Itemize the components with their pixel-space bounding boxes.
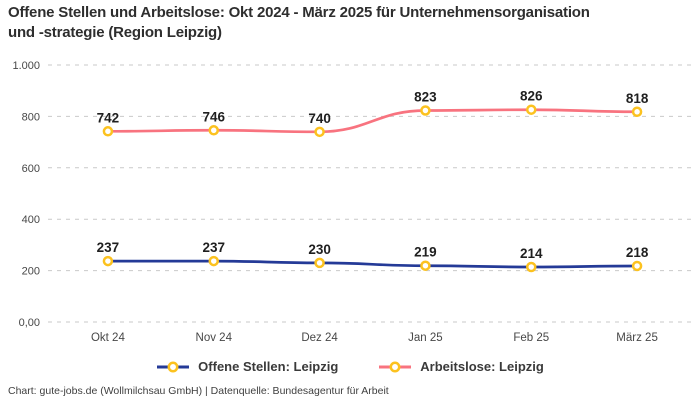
data-point-marker[interactable] — [420, 105, 431, 116]
y-axis-tick-label: 600 — [22, 163, 40, 175]
data-point-value: 742 — [97, 110, 120, 125]
x-axis-label: Feb 25 — [513, 332, 549, 344]
chart-title: Offene Stellen und Arbeitslose: Okt 2024… — [8, 4, 590, 41]
data-point-value: 746 — [202, 109, 225, 124]
data-point-marker[interactable] — [102, 255, 114, 267]
legend-item-offene-stellen[interactable]: Offene Stellen: Leipzig — [156, 359, 338, 374]
data-point-marker[interactable] — [208, 255, 219, 267]
data-point-marker[interactable] — [526, 104, 537, 115]
data-point-value: 823 — [414, 89, 437, 104]
data-point-value: 818 — [626, 91, 649, 106]
data-point-value: 237 — [202, 240, 225, 255]
x-axis-label: März 25 — [616, 332, 658, 344]
x-axis-label: Jan 25 — [408, 332, 443, 344]
data-point-marker[interactable] — [631, 106, 643, 118]
x-axis-label: Nov 24 — [196, 332, 233, 344]
series-line-offene-stellen-leipzig — [106, 259, 639, 269]
data-point-marker[interactable] — [208, 125, 219, 136]
data-point-value: 826 — [520, 89, 543, 104]
legend-label: Offene Stellen: Leipzig — [198, 359, 339, 374]
data-point-value: 237 — [97, 240, 120, 255]
y-axis-tick-label: 1.000 — [12, 60, 40, 72]
y-axis-tick-label: 0,00 — [19, 317, 40, 329]
legend-line-marker-icon — [379, 361, 412, 372]
series-line-arbeitslose-leipzig — [106, 108, 639, 134]
y-axis-tick-label: 800 — [22, 111, 40, 123]
data-point-value: 230 — [308, 242, 331, 257]
line-chart: 0,00 200 400 600 800 1.000 Okt 24 Nov 24 Dez 24 J… — [12, 60, 691, 344]
data-point-marker[interactable] — [314, 126, 325, 138]
legend-item-arbeitslose[interactable]: Arbeitslose: Leipzig — [378, 359, 544, 374]
data-point-marker[interactable] — [102, 126, 114, 137]
legend-line-marker-icon — [157, 361, 190, 372]
data-point-marker[interactable] — [631, 260, 643, 272]
x-axis-label: Okt 24 — [91, 332, 125, 344]
attribution-text: Chart: gute-jobs.de (Wollmilchsau GmbH) … — [8, 385, 389, 397]
data-point-value: 219 — [414, 245, 437, 260]
data-point-marker[interactable] — [526, 261, 537, 273]
data-point-value: 214 — [520, 246, 543, 261]
y-axis-tick-label: 400 — [22, 214, 40, 226]
data-point-marker[interactable] — [420, 260, 431, 271]
x-axis-label: Dez 24 — [301, 332, 338, 344]
legend-label: Arbeitslose: Leipzig — [420, 359, 544, 374]
data-point-value: 740 — [308, 111, 331, 126]
chart-legend: Offene Stellen: Leipzig Arbeitslose: Lei… — [0, 359, 700, 374]
data-point-marker[interactable] — [314, 257, 325, 269]
y-axis-tick-label: 200 — [22, 266, 40, 278]
data-point-value: 218 — [626, 245, 649, 260]
